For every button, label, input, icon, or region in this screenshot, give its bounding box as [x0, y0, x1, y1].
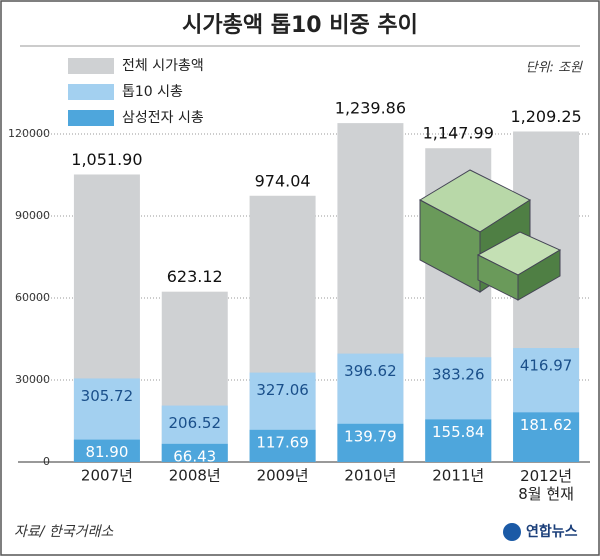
credit: 연합뉴스 — [526, 523, 578, 540]
value-label: 1,051.90 — [71, 150, 142, 169]
legend-label: 톱10 시총 — [122, 84, 183, 100]
value-label: 383.26 — [432, 366, 485, 384]
value-label: 623.12 — [167, 267, 223, 286]
y-tick-label: 60000 — [15, 291, 50, 304]
value-label: 66.43 — [173, 447, 216, 465]
y-tick-label: 120000 — [8, 127, 50, 140]
x-tick-label: 2011년 — [432, 467, 484, 485]
value-label: 974.04 — [255, 171, 311, 190]
unit-note: 단위: 조원 — [526, 61, 583, 76]
value-label: 117.69 — [256, 433, 309, 451]
money-icon — [418, 169, 562, 301]
bar — [337, 423, 404, 462]
value-label: 181.62 — [520, 416, 573, 434]
bar — [425, 419, 492, 462]
chart-title: 시가총액 톱10 비중 추이 — [182, 13, 418, 38]
legend-swatch — [68, 84, 114, 100]
value-label: 396.62 — [344, 362, 397, 380]
logo-mark — [503, 523, 521, 541]
x-tick-label: 2008년 — [169, 467, 221, 485]
value-label: 327.06 — [256, 381, 309, 399]
y-tick-label: 30000 — [15, 373, 50, 386]
x-tick-label: 2012년 8월 현재 — [518, 467, 574, 503]
bar — [249, 429, 316, 462]
y-tick-label: 90000 — [15, 209, 50, 222]
value-label: 1,147.99 — [423, 124, 494, 143]
legend-label: 전체 시가총액 — [122, 58, 204, 74]
legend-swatch — [68, 110, 114, 126]
value-label: 155.84 — [432, 423, 485, 441]
value-label: 1,239.86 — [335, 99, 406, 118]
x-tick-label: 2010년 — [344, 467, 396, 485]
value-label: 139.79 — [344, 427, 397, 445]
x-tick-label: 2007년 — [81, 467, 133, 485]
value-label: 206.52 — [169, 414, 222, 432]
value-label: 1,209.25 — [510, 107, 581, 126]
value-label: 81.90 — [85, 443, 128, 461]
bar — [73, 439, 140, 462]
x-tick-label: 2009년 — [257, 467, 309, 485]
source: 자료/ 한국거래소 — [14, 524, 113, 540]
bar — [161, 443, 228, 462]
legend-label: 삼성전자 시총 — [122, 110, 204, 126]
bar — [513, 412, 580, 462]
legend-swatch — [68, 58, 114, 74]
value-label: 305.72 — [81, 387, 134, 405]
value-label: 416.97 — [520, 357, 573, 375]
